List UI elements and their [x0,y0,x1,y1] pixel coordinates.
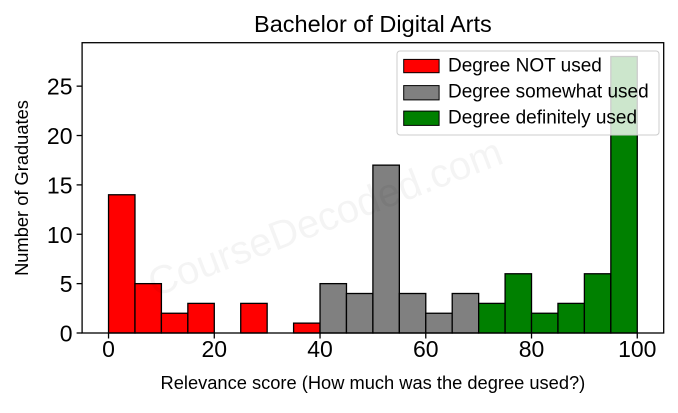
svg-text:25: 25 [47,74,73,100]
svg-text:Number of Graduates: Number of Graduates [11,100,32,276]
svg-text:100: 100 [618,336,656,362]
svg-text:0: 0 [102,336,115,362]
svg-text:Relevance score (How much was: Relevance score (How much was the degree… [161,372,586,393]
svg-text:Degree NOT used: Degree NOT used [448,56,602,77]
svg-text:Degree somewhat used: Degree somewhat used [448,82,649,103]
svg-text:20: 20 [47,123,73,149]
svg-text:20: 20 [201,336,227,362]
svg-text:5: 5 [60,271,73,297]
svg-text:40: 40 [307,336,333,362]
svg-text:15: 15 [47,172,73,198]
svg-text:10: 10 [47,222,73,248]
svg-text:60: 60 [413,336,439,362]
svg-text:Degree definitely used: Degree definitely used [448,108,637,129]
svg-text:Bachelor of Digital Arts: Bachelor of Digital Arts [254,11,492,37]
svg-text:0: 0 [60,321,73,347]
svg-text:80: 80 [519,336,545,362]
